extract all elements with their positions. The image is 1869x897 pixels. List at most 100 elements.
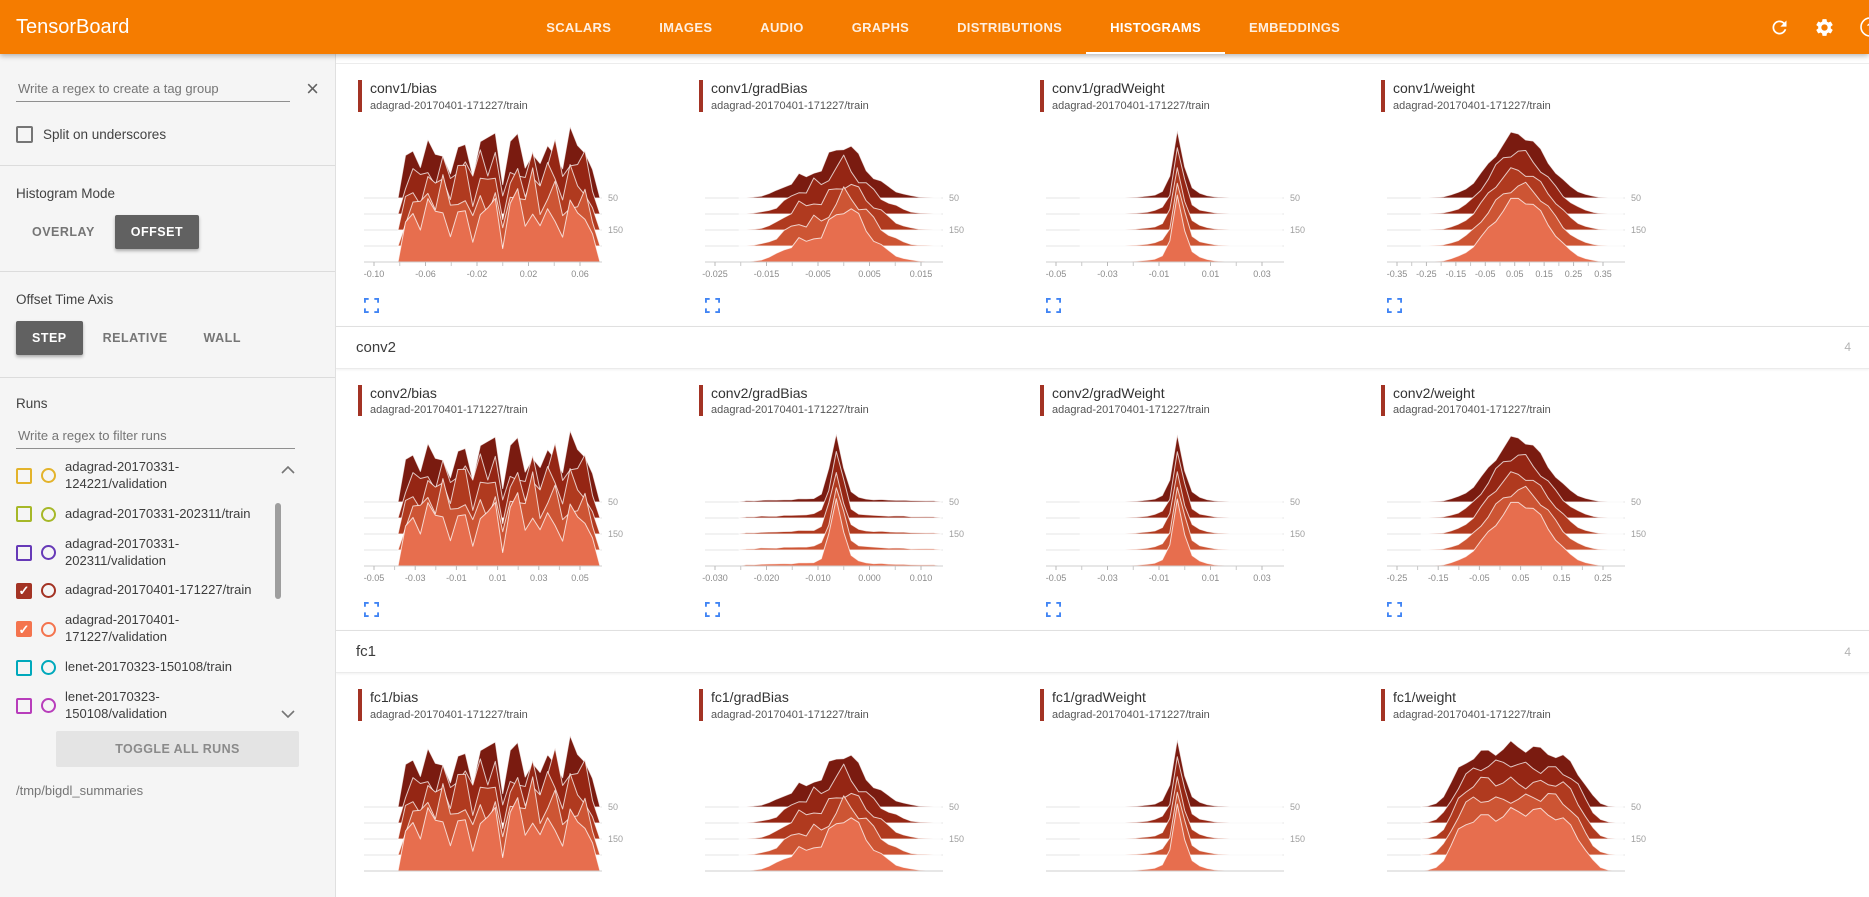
card-tag-title: fc1/bias (370, 689, 419, 705)
histogram-chart[interactable]: 50 150 (699, 735, 999, 897)
histogram-chart[interactable]: 50 150 (1381, 735, 1681, 897)
tab-images[interactable]: IMAGES (659, 19, 713, 35)
svg-text:150: 150 (949, 225, 964, 235)
top-bar: TensorBoard SCALARS IMAGES AUDIO GRAPHS DIST… (0, 0, 1869, 54)
card-tag-title: conv2/weight (1393, 384, 1475, 401)
tab-audio[interactable]: AUDIO (760, 19, 804, 35)
mode-offset-button[interactable]: OFFSET (114, 215, 200, 249)
card-run-name: adagrad-20170401-171227/train (370, 708, 528, 721)
tab-embeddings[interactable]: EMBEDDINGS (1249, 19, 1341, 35)
runs-scrollbar-thumb[interactable] (275, 503, 281, 599)
histogram-chart[interactable]: 50 150 -0.05 -0.03 -0.01 0.01 0.03 (1040, 430, 1340, 596)
histogram-card: conv1/gradWeight adagrad-20170401-171227/… (1028, 80, 1369, 318)
histogram-card: fc1/gradWeight adagrad-20170401-171227/tr… (1028, 689, 1369, 897)
divider (0, 271, 335, 272)
svg-text:0.25: 0.25 (1565, 269, 1583, 279)
svg-text:150: 150 (949, 529, 964, 539)
toggle-all-runs-button[interactable]: TOGGLE ALL RUNS (56, 731, 299, 767)
card-tag-title: conv2/bias (370, 384, 437, 401)
axis-step-button[interactable]: STEP (16, 321, 83, 355)
svg-text:150: 150 (608, 834, 623, 844)
section-card-count: 4 (1844, 340, 1851, 354)
svg-text:150: 150 (1631, 529, 1646, 539)
offset-time-axis-buttons: STEP RELATIVE WALL (16, 321, 319, 355)
run-solo-radio[interactable] (41, 660, 56, 676)
run-checkbox[interactable]: ✓ (16, 582, 32, 599)
svg-text:0.015: 0.015 (910, 269, 933, 279)
run-checkbox[interactable]: ✓ (16, 506, 32, 523)
svg-text:-0.030: -0.030 (702, 573, 728, 583)
histogram-chart[interactable]: 50 150 -0.10 -0.06 -0.02 0.02 0.06 (358, 125, 658, 292)
svg-text:0.03: 0.03 (1253, 573, 1271, 583)
toolbar-icons: ? (1757, 16, 1869, 38)
runs-list: ✓ adagrad-20170331-124221/validation ✓ adag… (16, 459, 335, 727)
histogram-chart[interactable]: 50 150 -0.030 -0.020 -0.010 0.000 0.010 (699, 430, 999, 596)
run-filter-input[interactable] (16, 423, 295, 449)
run-solo-radio[interactable] (41, 545, 56, 561)
run-row: ✓ adagrad-20170401-171227/train (16, 582, 257, 599)
card-header: fc1/gradWeight adagrad-20170401-171227/tr… (1040, 689, 1369, 721)
run-solo-radio[interactable] (41, 698, 56, 714)
axis-wall-button[interactable]: WALL (188, 321, 257, 355)
help-icon[interactable]: ? (1859, 16, 1869, 38)
expand-icon[interactable] (1044, 600, 1063, 622)
card-header: conv1/gradWeight adagrad-20170401-171227/… (1040, 80, 1369, 112)
histogram-chart[interactable]: 50 150 -0.05 -0.03 -0.01 0.01 0.03 (1040, 126, 1340, 292)
histogram-chart[interactable]: 50 150 -0.05 -0.03 -0.01 0.01 0.03 0.05 (358, 430, 658, 596)
settings-icon[interactable] (1814, 17, 1835, 38)
histogram-chart[interactable]: 50 150 -0.35 -0.25 -0.15 -0.05 0.05 0.15 0.25 0.3… (1381, 126, 1681, 292)
run-checkbox[interactable]: ✓ (16, 659, 32, 676)
tab-distributions[interactable]: DISTRIBUTIONS (957, 19, 1063, 35)
split-underscores-label: Split on underscores (43, 127, 167, 142)
run-label: lenet-20170323-150108/validation (65, 689, 167, 721)
expand-icon[interactable] (1385, 600, 1404, 622)
histogram-chart[interactable]: 50 150 -0.25 -0.15 -0.05 0.05 0.15 0.25 (1381, 430, 1681, 596)
expand-icon[interactable] (362, 600, 381, 622)
histogram-chart[interactable]: 50 150 (358, 734, 658, 897)
expand-icon[interactable] (703, 600, 722, 622)
card-header: conv1/weight adagrad-20170401-171227/trai… (1381, 80, 1710, 112)
run-checkbox[interactable]: ✓ (16, 544, 32, 561)
split-underscores-checkbox[interactable] (16, 126, 33, 143)
refresh-icon[interactable] (1769, 17, 1790, 38)
expand-icon[interactable] (1044, 296, 1063, 318)
run-solo-radio[interactable] (41, 468, 56, 484)
scroll-up-icon[interactable] (281, 461, 295, 479)
run-solo-radio[interactable] (41, 506, 56, 522)
tab-scalars[interactable]: SCALARS (546, 19, 612, 35)
card-run-name: adagrad-20170401-171227/train (1393, 404, 1551, 416)
mode-overlay-button[interactable]: OVERLAY (16, 215, 111, 249)
scroll-down-icon[interactable] (281, 705, 295, 723)
main-content: conv1/bias adagrad-20170401-171227/train 5… (336, 54, 1869, 897)
svg-text:0.05: 0.05 (1512, 573, 1530, 583)
histogram-chart[interactable]: 50 150 -0.025 -0.015 -0.005 0.005 0.015 (699, 126, 999, 292)
run-checkbox[interactable]: ✓ (16, 621, 32, 638)
svg-text:-0.05: -0.05 (364, 573, 385, 583)
close-icon[interactable]: × (306, 76, 319, 101)
card-run-name: adagrad-20170401-171227/train (1052, 708, 1210, 721)
svg-text:-0.15: -0.15 (1446, 269, 1467, 279)
card-header: conv1/bias adagrad-20170401-171227/train (358, 80, 687, 112)
tag-filter-input[interactable] (16, 76, 291, 102)
tab-histograms[interactable]: HISTOGRAMS (1086, 0, 1226, 54)
run-solo-radio[interactable] (41, 621, 56, 637)
histogram-card: conv2/weight adagrad-20170401-171227/trai… (1369, 384, 1710, 623)
svg-text:-0.03: -0.03 (1097, 573, 1118, 583)
card-tag-title: conv2/gradBias (711, 384, 808, 401)
run-row: ✓ lenet-20170323-150108/train (16, 659, 257, 676)
run-checkbox[interactable]: ✓ (16, 467, 32, 484)
expand-icon[interactable] (703, 296, 722, 318)
section-header-fc1[interactable]: fc1 4 (336, 630, 1869, 673)
tab-graphs[interactable]: GRAPHS (851, 19, 910, 35)
expand-icon[interactable] (362, 296, 381, 318)
expand-icon[interactable] (1385, 296, 1404, 318)
run-solo-radio[interactable] (41, 583, 56, 599)
axis-relative-button[interactable]: RELATIVE (87, 321, 184, 355)
card-header: conv2/gradBias adagrad-20170401-171227/tr… (699, 384, 1028, 416)
histogram-card: fc1/bias adagrad-20170401-171227/train 50 1… (346, 689, 687, 897)
section-header-conv2[interactable]: conv2 4 (336, 325, 1869, 369)
divider (0, 165, 335, 166)
histogram-card: conv2/bias adagrad-20170401-171227/train 5… (346, 384, 687, 623)
run-checkbox[interactable]: ✓ (16, 697, 32, 714)
histogram-chart[interactable]: 50 150 (1040, 735, 1340, 897)
